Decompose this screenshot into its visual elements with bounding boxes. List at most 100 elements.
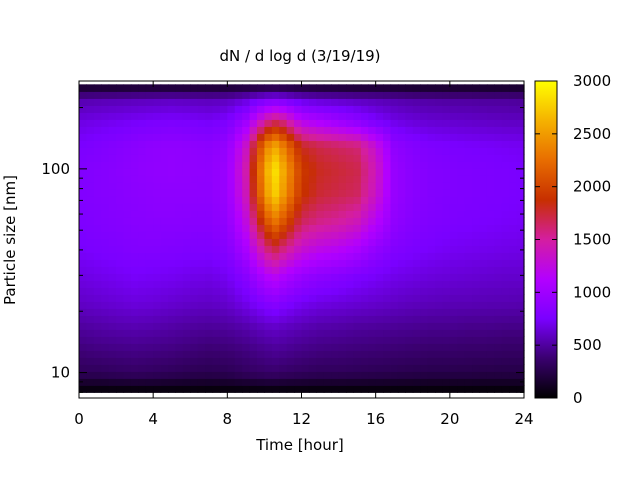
- heatmap-cell: [190, 266, 199, 274]
- heatmap-cell: [516, 84, 525, 92]
- heatmap-cell: [331, 308, 340, 316]
- heatmap-cell: [264, 133, 273, 141]
- heatmap-cell: [116, 105, 125, 113]
- heatmap-cell: [420, 126, 429, 134]
- heatmap-cell: [509, 371, 518, 379]
- heatmap-cell: [383, 252, 392, 260]
- heatmap-cell: [442, 168, 451, 176]
- heatmap-cell: [182, 287, 191, 295]
- heatmap-cell: [145, 98, 154, 106]
- heatmap-cell: [264, 84, 273, 92]
- heatmap-cell: [338, 308, 347, 316]
- heatmap-cell: [271, 238, 280, 246]
- heatmap-cell: [509, 280, 518, 288]
- heatmap-cell: [79, 210, 88, 218]
- heatmap-cell: [138, 91, 147, 99]
- heatmap-cell: [412, 154, 421, 162]
- heatmap-cell: [286, 168, 295, 176]
- heatmap-cell: [338, 259, 347, 267]
- heatmap-cell: [449, 266, 458, 274]
- heatmap-cell: [435, 196, 444, 204]
- heatmap-cell: [101, 133, 110, 141]
- heatmap-cell: [308, 217, 317, 225]
- heatmap-cell: [486, 315, 495, 323]
- heatmap-cell: [205, 217, 214, 225]
- heatmap-cell: [464, 203, 473, 211]
- heatmap-cell: [472, 84, 481, 92]
- heatmap-cell: [449, 245, 458, 253]
- heatmap-cell: [368, 147, 377, 155]
- heatmap-cell: [153, 301, 162, 309]
- heatmap-cell: [397, 364, 406, 372]
- heatmap-cell: [412, 322, 421, 330]
- heatmap-cell: [205, 308, 214, 316]
- colorbar-tick-label: 1000: [573, 283, 611, 301]
- heatmap-cell: [227, 343, 236, 351]
- x-tick-label: 0: [74, 410, 84, 428]
- heatmap-cell: [108, 189, 117, 197]
- heatmap-cell: [190, 301, 199, 309]
- heatmap-cell: [108, 217, 117, 225]
- heatmap-cell: [427, 175, 436, 183]
- heatmap-cell: [501, 343, 510, 351]
- heatmap-cell: [130, 301, 139, 309]
- heatmap-cell: [494, 280, 503, 288]
- heatmap-cell: [427, 364, 436, 372]
- heatmap-cell: [346, 357, 355, 365]
- heatmap-cell: [486, 203, 495, 211]
- heatmap-cell: [264, 259, 273, 267]
- heatmap-cell: [175, 84, 184, 92]
- heatmap-cell: [449, 105, 458, 113]
- heatmap-cell: [390, 189, 399, 197]
- heatmap-cell: [323, 91, 332, 99]
- heatmap-cell: [279, 259, 288, 267]
- heatmap-cell: [212, 343, 221, 351]
- heatmap-cell: [101, 315, 110, 323]
- heatmap-cell: [205, 140, 214, 148]
- heatmap-cell: [509, 224, 518, 232]
- heatmap-cell: [190, 238, 199, 246]
- heatmap-cell: [435, 308, 444, 316]
- heatmap-cell: [286, 224, 295, 232]
- heatmap-cell: [420, 182, 429, 190]
- heatmap-cell: [175, 322, 184, 330]
- heatmap-cell: [501, 385, 510, 393]
- heatmap-cell: [93, 378, 102, 386]
- heatmap-cell: [108, 343, 117, 351]
- heatmap-cell: [219, 322, 228, 330]
- heatmap-cell: [93, 126, 102, 134]
- heatmap-cell: [427, 231, 436, 239]
- heatmap-cell: [197, 329, 206, 337]
- heatmap-cell: [279, 238, 288, 246]
- heatmap-cell: [308, 273, 317, 281]
- heatmap-cell: [212, 231, 221, 239]
- heatmap-cell: [479, 315, 488, 323]
- heatmap-cell: [457, 336, 466, 344]
- heatmap-cell: [353, 301, 362, 309]
- heatmap-cell: [264, 210, 273, 218]
- heatmap-cell: [227, 322, 236, 330]
- heatmap-cell: [294, 161, 303, 169]
- heatmap-cell: [227, 224, 236, 232]
- heatmap-cell: [390, 210, 399, 218]
- y-tick-label: 10: [51, 364, 70, 382]
- heatmap-cell: [242, 350, 251, 358]
- heatmap-cell: [168, 168, 177, 176]
- heatmap-cell: [249, 301, 258, 309]
- heatmap-cell: [405, 182, 414, 190]
- heatmap-cell: [271, 350, 280, 358]
- heatmap-cell: [249, 112, 258, 120]
- heatmap-cell: [435, 385, 444, 393]
- heatmap-cell: [390, 119, 399, 127]
- heatmap-cell: [79, 105, 88, 113]
- heatmap-cell: [123, 343, 132, 351]
- heatmap-cell: [442, 259, 451, 267]
- heatmap-cell: [464, 364, 473, 372]
- heatmap-cell: [486, 266, 495, 274]
- heatmap-cell: [464, 98, 473, 106]
- heatmap-cell: [234, 91, 243, 99]
- heatmap-cell: [130, 224, 139, 232]
- heatmap-cell: [427, 133, 436, 141]
- heatmap-cell: [360, 287, 369, 295]
- heatmap-cell: [435, 238, 444, 246]
